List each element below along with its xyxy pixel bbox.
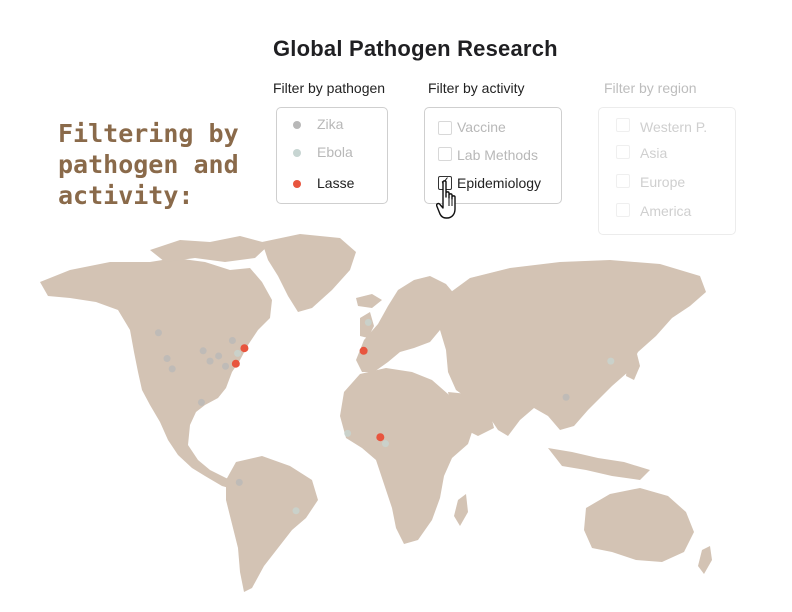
annotation-line: Filtering by: [58, 119, 239, 148]
research-point[interactable]: [154, 329, 162, 337]
europe: [356, 276, 456, 372]
annotation-text: Filtering by pathogen and activity:: [58, 118, 258, 211]
asia: [440, 260, 706, 436]
lab-methods-checkbox[interactable]: [438, 147, 452, 161]
asia-checkbox[interactable]: [616, 145, 630, 159]
pathogen-option-lasse[interactable]: Lasse: [293, 175, 355, 191]
research-point[interactable]: [228, 336, 236, 344]
hand-pointer-icon: [436, 180, 456, 219]
land-masses: [40, 234, 712, 592]
annotation-line: pathogen and: [58, 150, 239, 179]
highlight-research-point[interactable]: [359, 346, 368, 355]
europe-checkbox[interactable]: [616, 174, 630, 188]
research-point[interactable]: [215, 352, 223, 360]
indonesia: [548, 448, 650, 480]
annotation-line: activity:: [58, 181, 194, 210]
region-filter-panel: Western P. Asia Europe America: [598, 107, 736, 235]
arctic-islands: [150, 236, 270, 262]
page-title: Global Pathogen Research: [273, 36, 558, 61]
research-point[interactable]: [292, 507, 300, 515]
research-point[interactable]: [381, 440, 389, 448]
pathogen-label: Zika: [317, 116, 344, 132]
region-option-europe[interactable]: Europe: [640, 174, 686, 190]
lasse-dot: [293, 180, 301, 188]
activity-option-vaccine[interactable]: Vaccine: [457, 119, 506, 135]
africa: [340, 368, 474, 544]
region-filter-heading: Filter by region: [604, 80, 697, 96]
western-p-checkbox[interactable]: [616, 118, 630, 132]
vaccine-checkbox[interactable]: [438, 121, 452, 135]
research-point[interactable]: [235, 478, 243, 486]
research-point[interactable]: [364, 318, 372, 326]
activity-filter-panel: Vaccine Lab Methods Epidemiology: [424, 107, 562, 204]
japan: [626, 350, 640, 380]
iceland: [356, 294, 382, 308]
pathogen-option-zika[interactable]: Zika: [293, 116, 344, 132]
research-point[interactable]: [344, 429, 352, 437]
new-zealand: [698, 546, 712, 574]
pathogen-filter-heading: Filter by pathogen: [273, 80, 386, 96]
research-point[interactable]: [206, 357, 214, 365]
activity-filter-heading: Filter by activity: [428, 80, 525, 96]
region-option-america[interactable]: America: [640, 203, 692, 219]
north-america: [40, 258, 272, 490]
america-checkbox[interactable]: [616, 203, 630, 217]
research-point[interactable]: [168, 365, 176, 373]
pathogen-label: Lasse: [317, 175, 355, 191]
research-point[interactable]: [562, 393, 570, 401]
activity-option-epidemiology[interactable]: Epidemiology: [457, 175, 542, 191]
greenland: [262, 234, 356, 312]
research-points: [154, 318, 615, 515]
activity-option-lab-methods[interactable]: Lab Methods: [457, 147, 538, 163]
research-point[interactable]: [234, 349, 242, 357]
region-option-asia[interactable]: Asia: [640, 145, 668, 161]
highlight-research-point[interactable]: [376, 433, 385, 442]
region-option-western-p[interactable]: Western P.: [640, 119, 708, 135]
research-point[interactable]: [199, 347, 207, 355]
research-point[interactable]: [197, 398, 205, 406]
research-point[interactable]: [163, 355, 171, 363]
south-america: [226, 456, 318, 592]
zika-dot: [293, 121, 301, 129]
highlight-research-point[interactable]: [240, 344, 249, 353]
pathogen-option-ebola[interactable]: Ebola: [293, 144, 353, 160]
arabia: [448, 392, 494, 436]
madagascar: [454, 494, 468, 526]
research-point[interactable]: [222, 362, 230, 370]
ebola-dot: [293, 149, 301, 157]
highlight-research-point[interactable]: [231, 359, 240, 368]
australia: [584, 488, 694, 562]
pathogen-label: Ebola: [317, 144, 353, 160]
research-point[interactable]: [607, 357, 615, 365]
pathogen-filter-panel: Zika Ebola Lasse: [276, 107, 388, 204]
